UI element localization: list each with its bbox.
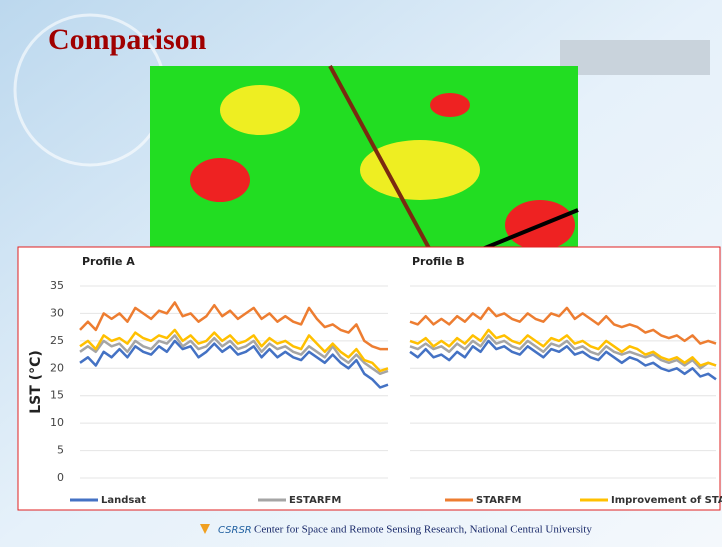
series-line <box>79 334 389 376</box>
map-patch <box>220 85 300 135</box>
map-patch <box>360 140 480 200</box>
series-line <box>409 328 717 367</box>
series-line <box>409 339 717 381</box>
series-line <box>409 306 717 345</box>
footer-text: Center for Space and Remote Sensing Rese… <box>254 524 592 536</box>
slide-title: Comparison <box>48 23 207 56</box>
map-patch <box>430 93 470 117</box>
y-tick-label: 10 <box>50 416 64 429</box>
chart-title: Profile A <box>82 255 135 268</box>
legend-label: STARFM <box>476 495 522 506</box>
profile-line <box>328 65 432 251</box>
series-line <box>79 328 389 373</box>
logo-text: CSRSR <box>218 525 252 536</box>
logo-icon <box>200 524 210 534</box>
y-tick-label: 35 <box>50 279 64 292</box>
legend-label: Landsat <box>101 495 146 506</box>
y-tick-label: 15 <box>50 389 64 402</box>
profile-line <box>479 208 579 252</box>
series-line <box>409 334 717 370</box>
y-tick-label: 20 <box>50 361 64 374</box>
y-axis-label: LST (°C) <box>28 350 44 414</box>
y-tick-label: 30 <box>50 306 64 319</box>
footer-logo: CSRSR <box>200 524 252 536</box>
series-line <box>79 301 388 351</box>
series-line <box>79 339 389 389</box>
chart-title: Profile B <box>412 255 465 268</box>
map <box>150 65 579 252</box>
y-tick-label: 5 <box>57 444 64 457</box>
y-tick-label: 0 <box>57 471 64 484</box>
legend-label: ESTARFM <box>289 495 341 506</box>
y-tick-label: 25 <box>50 334 64 347</box>
charts: Profile A 0 5 10 15 20 25 30 35 LST (°C) Profile B… <box>28 255 722 506</box>
building-decoration <box>560 40 710 75</box>
map-patch <box>190 158 250 202</box>
legend-label: Improvement of STARFM <box>611 495 722 506</box>
